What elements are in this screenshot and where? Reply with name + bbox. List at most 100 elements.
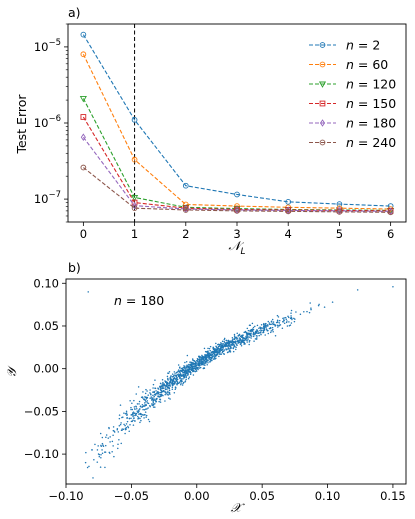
scatter-point [270, 330, 273, 332]
scatter-point [277, 316, 280, 318]
scatter-point [169, 376, 172, 378]
scatter-point [175, 380, 177, 382]
scatter-point [132, 424, 135, 426]
panel-b-plot-area: −0.10 −0.05 0.00 0.05 0.10 0.15 −0.10 −0.05 0.00… [24, 276, 407, 503]
scatter-point [145, 396, 148, 399]
scatter-point [184, 361, 186, 364]
scatter-point [272, 322, 274, 324]
scatter-point [145, 408, 147, 410]
scatter-point [200, 361, 203, 364]
scatter-point [271, 326, 274, 329]
scatter-point [183, 375, 185, 378]
scatter-point [186, 364, 188, 366]
scatter-point [186, 374, 189, 376]
scatter-point [199, 366, 202, 369]
scatter-point [230, 344, 233, 346]
scatter-point [204, 353, 206, 356]
scatter-point [153, 394, 156, 396]
scatter-point [247, 335, 249, 338]
scatter-point [93, 459, 95, 461]
scatter-point [257, 330, 259, 333]
panel-a-data-point [234, 208, 240, 214]
scatter-point [209, 349, 211, 352]
scatter-point [278, 319, 281, 322]
scatter-point [166, 375, 169, 378]
scatter-point [248, 341, 251, 343]
scatter-point [133, 399, 135, 402]
scatter-point [112, 445, 114, 447]
scatter-point [134, 413, 137, 415]
scatter-point [118, 438, 120, 441]
scatter-point [198, 360, 200, 362]
scatter-point [126, 414, 128, 417]
scatter-point [243, 343, 245, 345]
panel-a-data-point [131, 156, 138, 163]
scatter-point [194, 368, 197, 371]
scatter-point [160, 391, 162, 393]
panel-b-annotation-value: 180 [140, 293, 164, 308]
scatter-point [253, 340, 255, 342]
scatter-point [112, 434, 114, 437]
panel-a-x-tick-label: 5 [336, 227, 343, 241]
scatter-point [187, 377, 190, 380]
scatter-point [96, 449, 99, 451]
scatter-point [221, 345, 224, 348]
scatter-point [169, 380, 172, 383]
scatter-point [116, 427, 119, 430]
legend-label: n = 240 [346, 135, 396, 150]
scatter-point [162, 383, 164, 385]
scatter-point [195, 366, 198, 368]
scatter-point [101, 449, 103, 451]
scatter-point [217, 343, 220, 345]
scatter-point [152, 406, 155, 408]
panel-a-series-line [82, 34, 391, 207]
panel-b-scatter-points [84, 285, 394, 479]
scatter-point [173, 376, 176, 379]
panel-a-data-point [80, 31, 87, 38]
scatter-point [290, 316, 292, 319]
scatter-point [166, 386, 169, 389]
panel-a-label: a) [68, 5, 81, 20]
scatter-point [219, 350, 221, 352]
scatter-point [186, 370, 189, 372]
scatter-point [85, 451, 87, 454]
scatter-point [169, 384, 171, 386]
panel-a-data-point [234, 191, 240, 198]
scatter-point [137, 386, 140, 388]
scatter-point [172, 382, 174, 385]
scatter-point [223, 340, 225, 343]
scatter-point [135, 406, 138, 408]
scatter-point [249, 332, 251, 335]
scatter-point [190, 361, 193, 364]
scatter-point [102, 444, 104, 446]
scatter-point [107, 437, 110, 439]
scatter-point [223, 338, 226, 341]
scatter-point [188, 367, 191, 370]
scatter-point [162, 385, 164, 387]
scatter-point [163, 391, 166, 393]
scatter-point [235, 346, 237, 349]
scatter-point [138, 403, 140, 405]
panel-a-data-point [80, 164, 87, 171]
scatter-point [225, 345, 227, 348]
scatter-point [228, 347, 230, 350]
scatter-point [185, 375, 188, 377]
scatter-point [153, 390, 155, 393]
scatter-point [164, 385, 167, 387]
scatter-point [142, 413, 144, 416]
scatter-point [177, 364, 180, 366]
panel-a-legend: n = 2 n = 60 n = 120 n = 150 n = 180 n = 240 [309, 38, 396, 150]
scatter-point [186, 354, 189, 357]
scatter-point [212, 358, 215, 360]
scatter-point [392, 285, 394, 288]
scatter-point [157, 391, 159, 394]
scatter-point [162, 381, 164, 384]
scatter-point [190, 363, 192, 365]
scatter-point [185, 376, 187, 379]
scatter-point [356, 289, 359, 291]
scatter-point [185, 378, 187, 381]
scatter-point [216, 346, 218, 349]
panel-b-y-tick-label: 0.00 [33, 362, 59, 376]
scatter-point [249, 339, 251, 342]
scatter-point [154, 379, 156, 381]
